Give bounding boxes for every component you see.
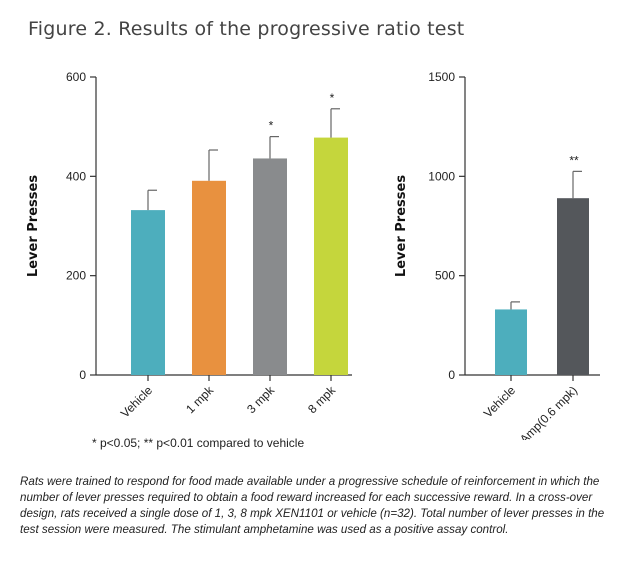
chart-xen1101: 0 200 400 600 Lever Presses Vehicle 1 mpk * 3 mp… — [26, 70, 352, 420]
significance-marker: ** — [569, 153, 579, 167]
x-tick-label: Vehicle — [481, 383, 518, 420]
y-tick-label: 500 — [435, 269, 455, 283]
bar — [253, 158, 287, 375]
chart-amphetamine: 0 500 1000 1500 Lever Presses Vehicle ** Amp(0.… — [394, 70, 600, 440]
x-tick-label: 1 mpk — [183, 383, 217, 417]
bar — [314, 137, 348, 375]
y-tick-label: 400 — [66, 169, 86, 183]
figure-title: Figure 2. Results of the progressive rat… — [28, 18, 465, 40]
y-tick-label: 600 — [66, 70, 86, 84]
figure-caption: Rats were trained to respond for food ma… — [20, 475, 605, 536]
bar — [192, 180, 226, 375]
charts-canvas: 0 200 400 600 Lever Presses Vehicle 1 mpk * 3 mp… — [26, 70, 600, 440]
significance-footnote: * p<0.05; ** p<0.01 compared to vehicle — [92, 436, 305, 450]
bar — [495, 309, 527, 375]
y-tick-label: 1500 — [428, 70, 455, 84]
x-tick-label: 3 mpk — [244, 383, 278, 417]
y-tick-label: 0 — [448, 368, 455, 382]
x-tick-label: Amp(0.6 mpk) — [517, 383, 580, 440]
y-axis-label: Lever Presses — [26, 175, 41, 277]
x-tick-label: 8 mpk — [305, 383, 339, 417]
significance-marker: * — [330, 91, 335, 105]
significance-marker: * — [269, 119, 274, 133]
y-tick-label: 0 — [79, 368, 86, 382]
bar — [557, 198, 589, 375]
y-axis-label: Lever Presses — [394, 175, 409, 277]
x-tick-label: Vehicle — [118, 383, 155, 420]
y-tick-label: 200 — [66, 269, 86, 283]
y-tick-label: 1000 — [428, 169, 455, 183]
bar — [131, 210, 165, 375]
